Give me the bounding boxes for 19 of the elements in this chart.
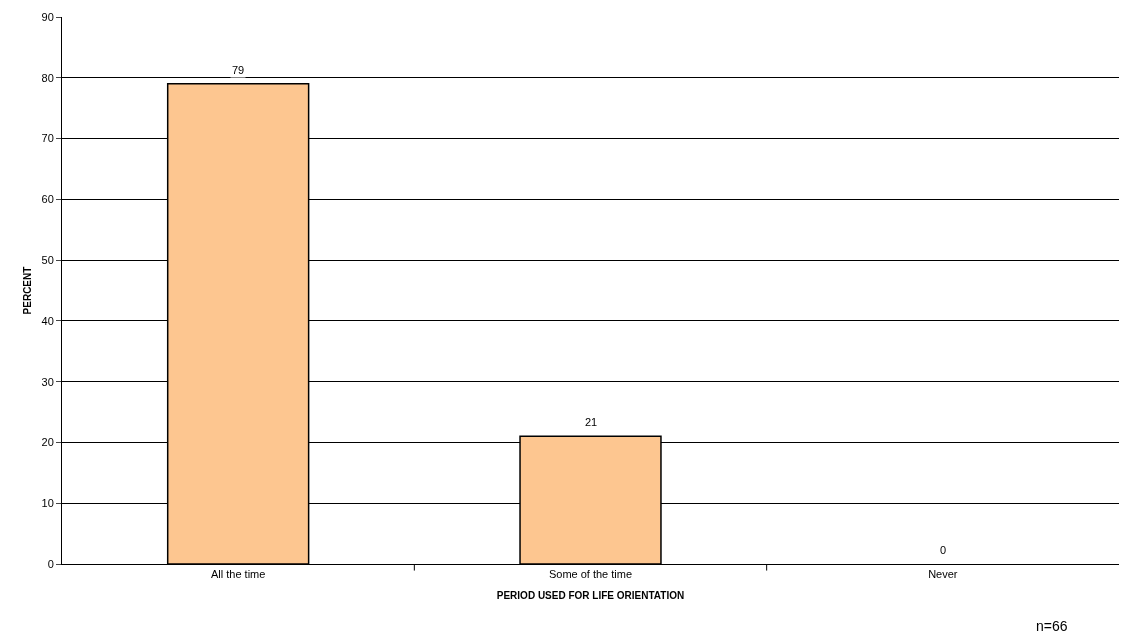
text: n=66 — [1036, 618, 1068, 634]
data-label: 21 — [585, 416, 598, 428]
y-tick-label: 40 — [41, 314, 54, 327]
y-tick-label: 30 — [41, 375, 54, 388]
y-tick-label: 80 — [41, 71, 54, 84]
y-tick-label: 60 — [41, 193, 54, 206]
x-tick-label: Never — [928, 568, 958, 581]
y-tick-label: 0 — [47, 557, 54, 570]
data-label: 79 — [232, 64, 245, 76]
y-tick-label: 20 — [41, 436, 54, 449]
y-tick-label: 70 — [41, 132, 54, 145]
data-label: 0 — [940, 544, 947, 556]
y-tick-label: 50 — [41, 253, 54, 266]
x-tick-label: All the time — [210, 568, 266, 581]
y-axis-title: PERCENT — [21, 266, 33, 315]
y-tick-label: 90 — [41, 10, 54, 23]
x-axis-title: PERIOD USED FOR LIFE ORIENTATION — [496, 589, 685, 601]
x-tick-label: Some of the time — [548, 568, 633, 581]
y-tick-label: 10 — [41, 497, 54, 510]
